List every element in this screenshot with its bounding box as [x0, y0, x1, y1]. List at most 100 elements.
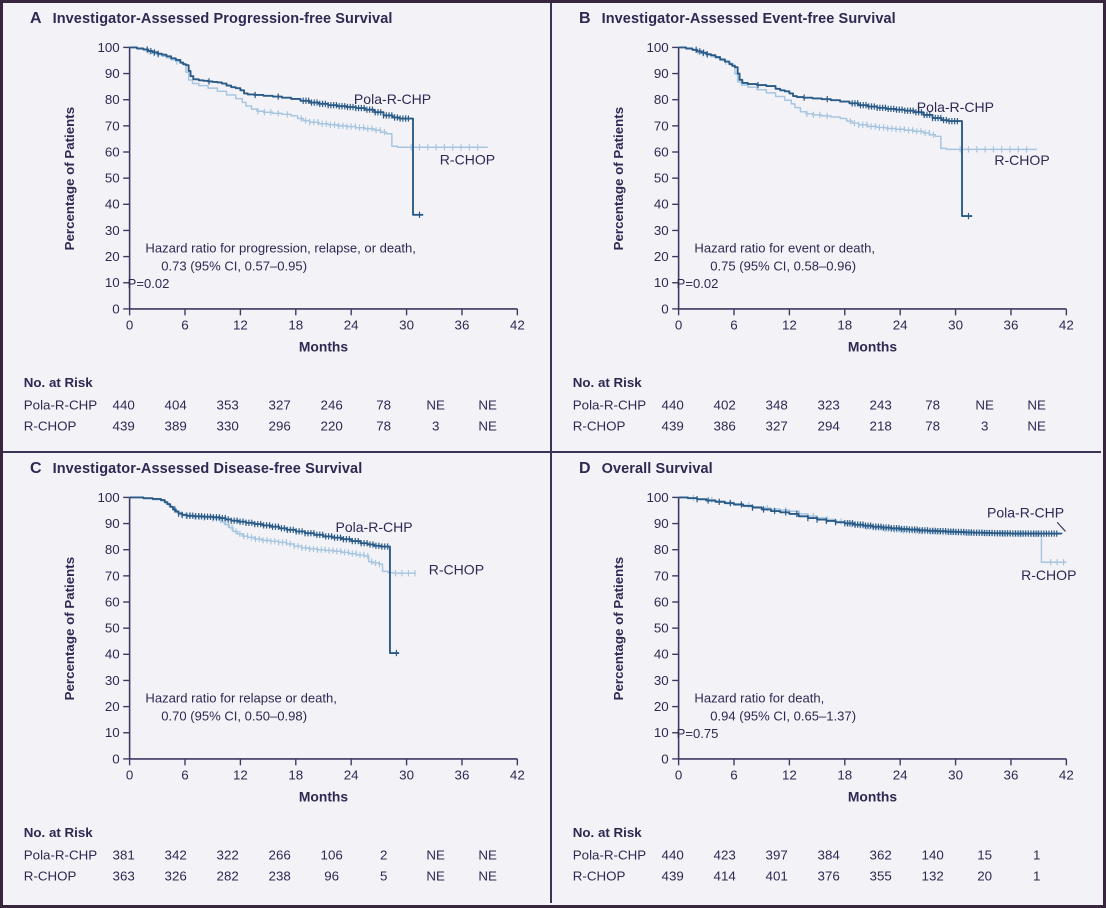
at-risk-value: 376: [818, 868, 840, 883]
annotation-line: Hazard ratio for death,: [694, 691, 824, 706]
at-risk-value: NE: [478, 868, 497, 883]
y-tick-label: 40: [105, 197, 120, 212]
y-tick-label: 50: [105, 621, 120, 636]
x-tick-label: 12: [233, 768, 248, 783]
at-risk-value: 327: [766, 418, 788, 433]
at-risk-value: 381: [113, 848, 135, 863]
y-tick-label: 50: [654, 621, 669, 636]
at-risk-value: 397: [766, 848, 788, 863]
at-risk-value: NE: [426, 848, 445, 863]
panel-title-text: Overall Survival: [601, 461, 713, 477]
x-tick-label: 30: [399, 318, 414, 333]
x-axis-title: Months: [299, 788, 349, 804]
x-tick-label: 18: [288, 768, 303, 783]
x-axis-title: Months: [848, 788, 898, 804]
at-risk-value: 5: [380, 868, 387, 883]
panel-c: C Investigator-Assessed Disease-free Surv…: [3, 453, 552, 903]
at-risk-value: 78: [376, 398, 391, 413]
annotation-line: P=0.75: [677, 726, 719, 741]
x-tick-label: 24: [344, 318, 359, 333]
survival-curve-pola-r-chp: [129, 46, 424, 216]
x-tick-label: 6: [730, 768, 737, 783]
at-risk-value: 2: [380, 848, 387, 863]
at-risk-value: 348: [766, 398, 788, 413]
panel-title-text: Investigator-Assessed Disease-free Survi…: [52, 461, 363, 477]
at-risk-value: 389: [165, 418, 187, 433]
y-tick-label: 40: [105, 647, 120, 662]
at-risk-value: 3: [981, 418, 988, 433]
y-tick-label: 0: [661, 751, 668, 766]
x-tick-label: 42: [1059, 318, 1074, 333]
annotation-line: P=0.02: [128, 276, 170, 291]
at-risk-value: 282: [217, 868, 239, 883]
at-risk-row-label: Pola-R-CHP: [573, 848, 647, 863]
at-risk-value: 15: [977, 848, 992, 863]
x-tick-label: 30: [948, 318, 963, 333]
x-tick-label: 12: [233, 318, 248, 333]
at-risk-value: 140: [922, 848, 944, 863]
x-tick-label: 30: [948, 768, 963, 783]
y-tick-label: 40: [654, 647, 669, 662]
at-risk-value: 266: [269, 848, 291, 863]
series-label: Pola-R-CHP: [987, 505, 1064, 521]
x-tick-label: 18: [288, 318, 303, 333]
at-risk-value: 402: [714, 398, 736, 413]
at-risk-row-label: R-CHOP: [573, 868, 626, 883]
at-risk-heading: No. at Risk: [573, 825, 643, 840]
x-tick-label: 24: [893, 318, 908, 333]
y-tick-label: 100: [646, 40, 668, 55]
at-risk-value: NE: [975, 398, 994, 413]
at-risk-value: NE: [478, 848, 497, 863]
panel-grid: A Investigator-Assessed Progression-free …: [3, 3, 1103, 905]
y-tick-label: 90: [105, 66, 120, 81]
at-risk-row-label: R-CHOP: [24, 868, 77, 883]
at-risk-value: 220: [321, 418, 343, 433]
annotation-line: 0.94 (95% CI, 0.65–1.37): [710, 708, 856, 723]
panel-letter: B: [579, 10, 591, 27]
panel-a: A Investigator-Assessed Progression-free …: [3, 3, 552, 453]
x-axis-title: Months: [848, 338, 898, 354]
x-tick-label: 24: [344, 768, 359, 783]
y-tick-label: 100: [97, 490, 119, 505]
at-risk-value: 439: [662, 868, 684, 883]
y-tick-label: 0: [112, 301, 119, 316]
y-tick-label: 0: [112, 751, 119, 766]
at-risk-value: 440: [113, 398, 135, 413]
at-risk-value: 296: [269, 418, 291, 433]
at-risk-value: 132: [922, 868, 944, 883]
y-axis-title: Percentage of Patients: [62, 557, 77, 701]
y-tick-label: 60: [654, 144, 669, 159]
at-risk-value: 423: [714, 848, 736, 863]
panel-letter: A: [30, 10, 42, 27]
at-risk-value: 440: [662, 848, 684, 863]
km-chart-c: 0 10 20 30 40 50 60 70 80 90 100 0 6 12 18 24 30 36 42 Mont…: [24, 490, 525, 883]
at-risk-heading: No. at Risk: [24, 375, 94, 390]
y-tick-label: 30: [105, 673, 120, 688]
x-tick-label: 0: [126, 768, 133, 783]
at-risk-value: 1: [1033, 848, 1040, 863]
x-tick-label: 36: [1004, 768, 1019, 783]
at-risk-value: 246: [321, 398, 343, 413]
at-risk-row-label: Pola-R-CHP: [24, 848, 98, 863]
series-label: R-CHOP: [440, 151, 495, 167]
series-label: Pola-R-CHP: [335, 519, 412, 535]
y-tick-label: 0: [661, 301, 668, 316]
panel-b-title: B Investigator-Assessed Event-free Surviv…: [579, 10, 896, 28]
at-risk-value: 355: [870, 868, 892, 883]
at-risk-value: 440: [662, 398, 684, 413]
y-tick-label: 50: [654, 171, 669, 186]
at-risk-value: 386: [714, 418, 736, 433]
panel-d-title: D Overall Survival: [579, 460, 713, 478]
at-risk-value: 384: [818, 848, 841, 863]
at-risk-value: 96: [324, 868, 339, 883]
at-risk-value: 106: [321, 848, 343, 863]
x-tick-label: 18: [837, 318, 852, 333]
at-risk-value: 78: [925, 398, 940, 413]
panel-letter: D: [579, 460, 591, 477]
km-chart-d: 0 10 20 30 40 50 60 70 80 90 100 0 6 12 18 24 30 36 42 Mont…: [573, 490, 1077, 883]
at-risk-row-label: R-CHOP: [573, 418, 626, 433]
annotation-line: Hazard ratio for event or death,: [694, 241, 875, 256]
at-risk-value: 414: [714, 868, 737, 883]
x-tick-label: 12: [782, 768, 797, 783]
